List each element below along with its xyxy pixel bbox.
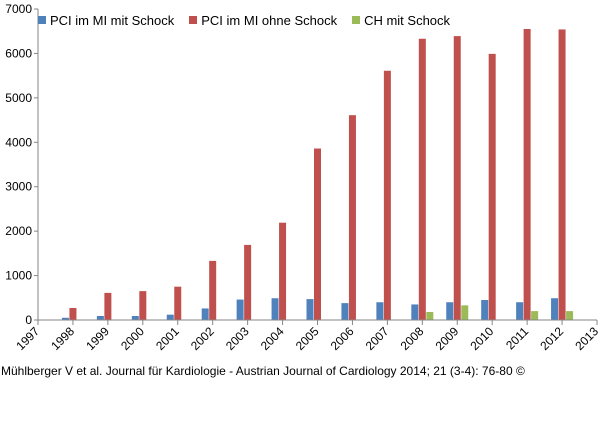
- bar-pci-mit-schock-2008: [411, 304, 419, 320]
- bar-pci-mit-schock-2000: [131, 316, 139, 320]
- bar-pci-ohne-schock-2005: [314, 148, 321, 320]
- legend-swatch-green: [352, 16, 361, 24]
- bar-pci-ohne-schock-2010: [488, 53, 496, 320]
- y-tick-label: 3000: [5, 180, 32, 194]
- x-tick-label: 2001: [153, 324, 182, 353]
- x-tick-label: 1999: [83, 324, 112, 353]
- x-tick-label: 2013: [572, 324, 600, 353]
- bar-pci-mit-schock-1998: [61, 317, 69, 320]
- legend-label: PCI im MI ohne Schock: [201, 12, 338, 28]
- bars: [61, 28, 574, 321]
- bar-pci-mit-schock-2011: [516, 302, 524, 320]
- x-axis: 1997 1998 1999 2000 2001 2002 2003 2004 2005 2006…: [13, 319, 600, 353]
- bar-pci-mit-schock-2010: [481, 300, 489, 320]
- x-tick-label: 2006: [328, 324, 357, 353]
- legend-item-pci-mit-schock: PCI im MI mit Schock: [38, 13, 174, 28]
- x-tick-label: 1997: [13, 324, 42, 353]
- bar-pci-ohne-schock-2000: [139, 291, 147, 320]
- x-tick-label: 2012: [537, 324, 566, 353]
- bar-pci-ohne-schock-2011: [523, 28, 531, 320]
- x-tick-label: 2007: [363, 324, 392, 353]
- legend-label: CH mit Schock: [364, 12, 451, 28]
- x-tick-label: 2000: [118, 324, 147, 353]
- y-tick-label: 4000: [5, 135, 32, 149]
- bar-ch-mit-schock-2009: [461, 305, 469, 320]
- y-tick-label: 1000: [5, 269, 32, 283]
- bar-pci-mit-schock-1999: [96, 316, 104, 320]
- bar-pci-ohne-schock-2009: [453, 36, 461, 320]
- bar-pci-ohne-schock-2012: [558, 29, 566, 321]
- legend-swatch-blue: [38, 16, 46, 24]
- bar-pci-mit-schock-2003: [236, 299, 244, 320]
- bar-pci-ohne-schock-2003: [244, 244, 252, 320]
- bar-pci-mit-schock-2005: [306, 299, 314, 320]
- bar-pci-mit-schock-2012: [551, 298, 559, 320]
- y-tick-label: 5000: [5, 91, 32, 105]
- y-tick-label: 2000: [5, 224, 32, 238]
- y-tick-label: 6000: [5, 46, 32, 60]
- x-tick-label: 2011: [503, 324, 531, 352]
- bar-pci-ohne-schock-2008: [418, 38, 426, 320]
- x-tick-label: 2010: [468, 324, 497, 353]
- bar-pci-mit-schock-2006: [341, 303, 349, 320]
- y-tick-label: 0: [25, 313, 32, 327]
- citation-text: Mühlberger V et al. Journal für Kardiolo…: [1, 364, 525, 378]
- legend-item-ch-mit-schock: CH mit Schock: [352, 13, 450, 28]
- x-tick-label: 2008: [398, 324, 427, 353]
- legend-label: PCI im MI mit Schock: [50, 12, 175, 28]
- bar-ch-mit-schock-2008: [426, 312, 434, 320]
- x-tick-label: 2004: [258, 324, 287, 353]
- bar-chart: 0 1000 2000 3000 4000 5000 6000 7000 1997 1998 19…: [5, 2, 600, 353]
- bar-pci-ohne-schock-1999: [104, 292, 112, 320]
- legend: PCI im MI mit Schock PCI im MI ohne Scho…: [38, 10, 465, 30]
- bar-pci-mit-schock-2009: [446, 302, 454, 320]
- bar-pci-ohne-schock-2007: [383, 70, 391, 321]
- y-tick-label: 7000: [5, 2, 32, 16]
- x-tick-label: 1998: [48, 324, 77, 353]
- bar-pci-mit-schock-2004: [271, 298, 279, 320]
- bar-pci-ohne-schock-1998: [69, 308, 77, 320]
- x-tick-label: 2002: [188, 324, 217, 353]
- bar-pci-ohne-schock-2006: [348, 115, 356, 320]
- y-axis: 0 1000 2000 3000 4000 5000 6000 7000: [5, 2, 39, 327]
- legend-swatch-red: [189, 16, 198, 24]
- bar-pci-mit-schock-2001: [166, 314, 174, 320]
- x-tick-label: 2005: [293, 324, 322, 353]
- legend-item-pci-ohne-schock: PCI im MI ohne Schock: [189, 13, 337, 28]
- x-tick-label: 2009: [433, 324, 462, 353]
- bar-pci-ohne-schock-2004: [279, 222, 287, 320]
- bar-ch-mit-schock-2011: [531, 311, 539, 320]
- bar-pci-mit-schock-2007: [376, 302, 384, 320]
- bar-pci-ohne-schock-2002: [209, 260, 217, 320]
- x-tick-label: 2003: [223, 324, 252, 353]
- bar-pci-ohne-schock-2001: [174, 286, 182, 320]
- bar-ch-mit-schock-2012: [566, 311, 574, 320]
- bar-pci-mit-schock-2002: [201, 308, 209, 320]
